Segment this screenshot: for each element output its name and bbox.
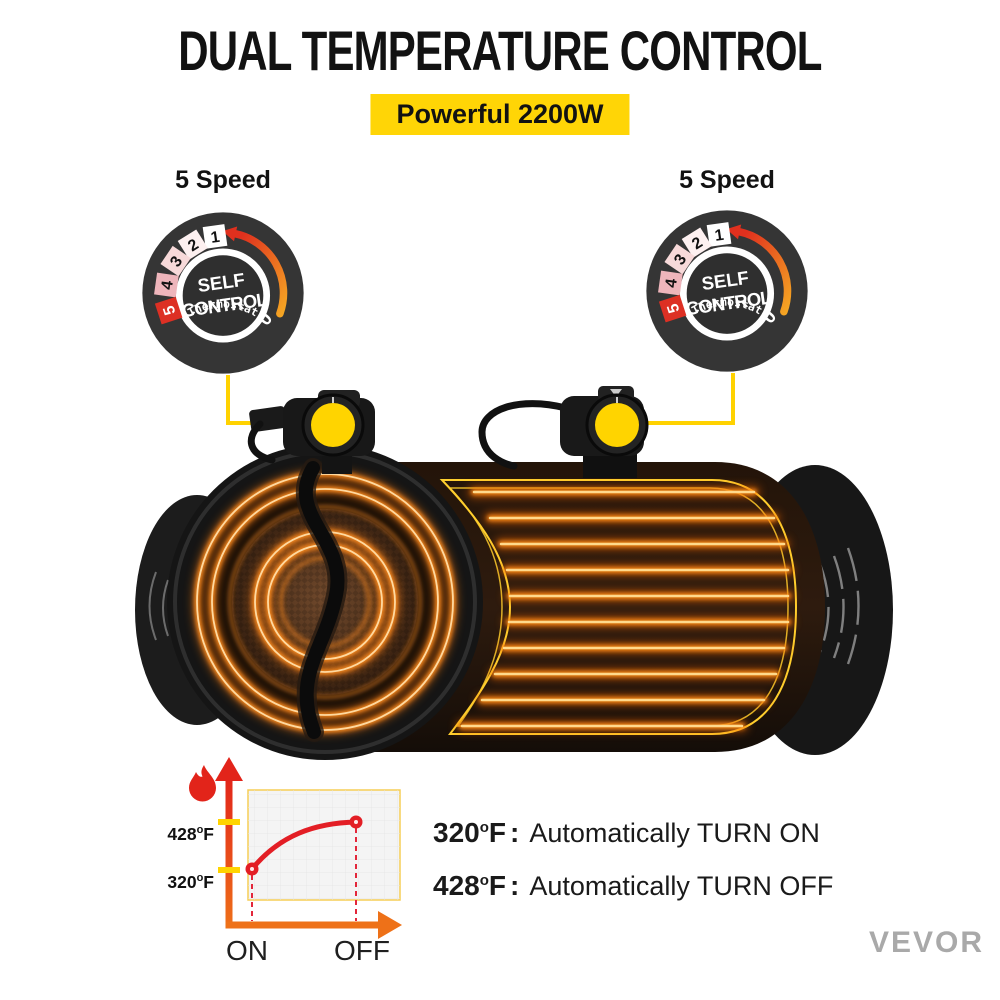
speed-tile-3: 3 [664,243,695,275]
knob-highlight-dot-left [311,403,355,447]
dial-center-ring [679,246,775,341]
pot-divider [298,461,345,739]
speed-tile-4: 4 [154,272,179,298]
note-on-colon: : [510,817,520,848]
xtick-label-on: ON [226,935,268,966]
temperature-cycle-chart: 428oF 320oF ON OFF [167,757,402,966]
speed-tile-5: 5 [154,296,183,325]
svg-text:1: 1 [714,227,725,245]
callout-line-left-vertical [226,375,230,425]
power-badge: Powerful 2200W [370,94,630,135]
header: DUAL TEMPERATURE CONTROL [0,20,1000,83]
xtick-label-off: OFF [334,935,390,966]
dial-arrow-icon [231,230,288,318]
note-off-temp: 428 [433,870,480,901]
y-axis [225,775,233,927]
brand-logo: VEVOR [868,926,984,959]
degree-symbol: o [479,872,489,889]
note-turn-off: 428oF: Automatically TURN OFF [433,870,833,902]
grill-heating-elements [456,486,794,732]
left-handle-vents [148,571,169,641]
dial-arrow-head-icon [222,226,238,242]
right-handle-vents [818,547,860,665]
svg-text:1: 1 [210,229,221,247]
callout-line-right-vertical [731,373,735,425]
flame-icon [189,765,216,802]
note-turn-on: 320oF: Automatically TURN ON [433,817,820,849]
speed-label-left: 5 Speed [175,166,271,194]
svg-text:4: 4 [159,280,177,291]
ytick-label-428: 428oF [167,824,214,844]
ytick-label-320: 320oF [167,872,214,892]
thermostat-arc-label: Thermostat [689,295,764,318]
x-axis-arrow-icon [378,911,402,939]
speed-label-right: 5 Speed [679,166,775,194]
page-title: DUAL TEMPERATURE CONTROL [178,19,822,83]
svg-text:4: 4 [663,278,681,289]
point-on-center [250,867,254,871]
degree-symbol: o [479,819,489,836]
tick-320 [218,867,240,873]
note-on-text: Automatically TURN ON [529,818,820,848]
temperature-curve [249,819,359,872]
dial-arrow-head-icon [726,224,742,240]
speed-tile-1: 1 [706,222,732,247]
speed-tile-5: 5 [658,294,687,323]
tick-428 [218,819,240,825]
thermostat-dial-left: SELF CONTROL 1 2 3 4 5 0 Thermostat [142,212,304,374]
dial-marker-icon [610,389,622,397]
speed-tile-3: 3 [160,245,191,277]
speed-tile-2: 2 [177,229,208,260]
thermostat-arc-label: Thermostat [185,297,260,320]
speed-tile-2: 2 [681,227,712,258]
x-axis [225,921,384,929]
point-off-center [354,820,358,824]
dial-arrow-icon [735,228,792,316]
callout-line-right-horizontal [617,421,735,425]
left-power-cord [247,420,276,464]
knob-highlight-dot-right [595,403,639,447]
thermostat-dial-right: SELF CONTROL 1 2 3 4 5 0 Thermostat [646,210,808,372]
y-axis-arrow-icon [215,757,243,781]
chart-grid [248,790,400,900]
dial-center-ring [175,248,271,343]
hot-pot [167,444,483,760]
note-off-unit: F [488,870,506,901]
note-on-unit: F [488,817,506,848]
note-on-temp: 320 [433,817,480,848]
grill-product-image [135,386,893,760]
speed-tile-1: 1 [202,224,228,249]
note-off-text: Automatically TURN OFF [529,871,834,901]
speed-tile-4: 4 [658,270,683,296]
note-off-colon: : [510,870,520,901]
right-power-cord [478,400,570,470]
